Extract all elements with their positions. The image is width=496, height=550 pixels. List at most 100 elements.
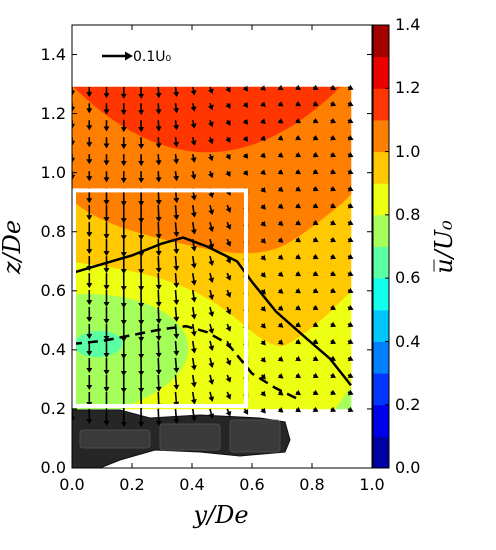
- velocity-vector: [225, 374, 232, 383]
- velocity-vector: [295, 186, 302, 192]
- velocity-vector: [208, 340, 215, 351]
- velocity-vector: [190, 374, 197, 388]
- velocity-vector: [138, 137, 145, 150]
- velocity-vector: [242, 152, 249, 159]
- velocity-vector: [103, 222, 110, 240]
- velocity-vector: [190, 205, 197, 218]
- velocity-vector: [277, 84, 284, 91]
- velocity-vector: [260, 356, 266, 363]
- velocity-vector: [225, 408, 232, 417]
- velocity-vector: [173, 256, 180, 272]
- velocity-vector: [103, 408, 110, 426]
- velocity-vector: [86, 205, 93, 221]
- velocity-vector: [260, 254, 266, 261]
- velocity-vector: [86, 154, 93, 165]
- velocity-vector: [312, 372, 319, 378]
- velocity-vector: [208, 221, 215, 233]
- velocity-vector: [295, 287, 302, 294]
- colorbar-band: [373, 373, 389, 406]
- velocity-vector: [138, 222, 145, 241]
- velocity-vector: [295, 151, 302, 158]
- reference-vector: 0.1U₀: [102, 49, 172, 65]
- y-tick-label-3: 0.6: [41, 281, 66, 300]
- velocity-vector: [312, 355, 319, 361]
- velocity-vector: [103, 103, 110, 115]
- velocity-vector: [138, 357, 145, 377]
- velocity-vector: [120, 137, 127, 150]
- velocity-vector: [173, 239, 180, 255]
- velocity-vector: [347, 372, 354, 379]
- velocity-vector: [120, 290, 127, 309]
- colorbar-band: [373, 436, 389, 469]
- velocity-vector: [225, 238, 232, 247]
- velocity-vector: [86, 290, 93, 306]
- velocity-vector: [138, 87, 145, 99]
- velocity-vector: [295, 203, 302, 209]
- y-tick-label-5: 1.0: [41, 163, 66, 182]
- velocity-vector: [277, 101, 284, 107]
- velocity-vector: [277, 203, 284, 209]
- x-tick-label-5: 1.0: [359, 475, 384, 494]
- velocity-vector: [138, 340, 145, 360]
- velocity-vector: [347, 270, 354, 277]
- velocity-vector: [138, 273, 145, 292]
- contour-lines: [72, 236, 352, 402]
- velocity-vector: [138, 205, 145, 224]
- velocity-vector: [295, 101, 302, 107]
- velocity-vector: [138, 408, 145, 427]
- colorbar-swatches: [373, 25, 389, 469]
- colorbar-band: [373, 56, 389, 89]
- velocity-vector: [208, 391, 215, 402]
- velocity-vector: [208, 306, 215, 318]
- velocity-vector: [225, 272, 232, 281]
- velocity-vector: [295, 118, 302, 124]
- velocity-vector: [120, 87, 127, 99]
- plot-area: 0.1U₀: [71, 24, 373, 469]
- velocity-vector: [138, 290, 145, 309]
- velocity-vector: [312, 202, 319, 209]
- velocity-vector: [173, 222, 180, 238]
- velocity-vector: [312, 151, 319, 158]
- velocity-vector: [208, 170, 214, 179]
- velocity-vector: [347, 151, 354, 158]
- colorbar-tick-label-6: 1.2: [395, 78, 420, 97]
- velocity-vector: [260, 203, 266, 210]
- velocity-vector: [277, 339, 284, 345]
- velocity-vector: [277, 237, 284, 243]
- velocity-vector: [103, 290, 110, 308]
- velocity-vector: [260, 322, 266, 329]
- velocity-vector: [312, 287, 319, 294]
- velocity-vector: [190, 408, 197, 422]
- velocity-vector: [347, 355, 354, 362]
- velocity-vector: [312, 389, 319, 395]
- velocity-vector: [155, 307, 162, 324]
- velocity-vector: [260, 305, 266, 312]
- velocity-vector: [260, 101, 266, 108]
- colorbar-label: u̅/U₀: [430, 220, 458, 274]
- velocity-vector: [295, 84, 302, 90]
- velocity-vector: [208, 323, 215, 334]
- velocity-vector: [86, 120, 93, 131]
- velocity-vector: [225, 170, 231, 177]
- colorbar-tick-label-4: 0.8: [395, 205, 420, 224]
- velocity-vector: [138, 324, 145, 343]
- velocity-vector: [312, 270, 319, 277]
- velocity-vector: [155, 290, 162, 307]
- velocity-vector: [347, 219, 354, 226]
- velocity-vector: [138, 103, 145, 116]
- velocity-vector: [103, 205, 110, 223]
- velocity-vector: [295, 372, 302, 379]
- y-tick-label-7: 1.4: [41, 45, 66, 64]
- colorbar-tick-label-0: 0.0: [395, 458, 420, 477]
- colorbar-band: [373, 25, 389, 58]
- colorbar-band: [373, 214, 389, 247]
- velocity-vector: [190, 137, 197, 146]
- velocity-vector: [120, 154, 127, 167]
- velocity-vector: [155, 154, 162, 166]
- velocity-vector: [312, 304, 319, 311]
- velocity-vector: [225, 289, 232, 298]
- vehicle-body-part: [79, 429, 151, 449]
- x-tick-label-3: 0.6: [239, 475, 264, 494]
- velocity-vector: [295, 389, 302, 396]
- velocity-vector: [295, 355, 302, 362]
